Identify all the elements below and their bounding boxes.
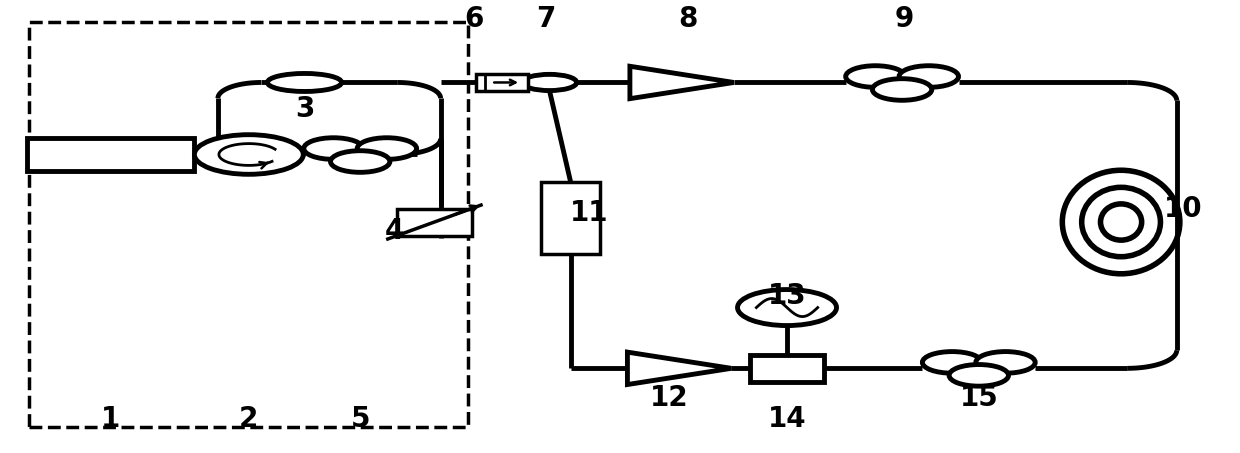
Circle shape [846, 66, 905, 87]
Text: 13: 13 [768, 282, 806, 310]
Ellipse shape [268, 73, 342, 92]
Text: 5: 5 [351, 405, 370, 433]
Text: 14: 14 [768, 405, 806, 433]
Circle shape [873, 79, 931, 100]
Text: 4: 4 [386, 217, 404, 245]
Bar [541, 182, 600, 254]
Circle shape [899, 66, 959, 87]
Circle shape [331, 151, 389, 172]
Circle shape [195, 135, 304, 174]
Circle shape [357, 138, 417, 159]
Circle shape [304, 138, 363, 159]
Polygon shape [630, 66, 734, 99]
Text: 3: 3 [295, 96, 314, 124]
Bar [397, 208, 471, 236]
Text: 6: 6 [464, 5, 484, 34]
Text: 10: 10 [1163, 194, 1203, 222]
Text: 9: 9 [895, 5, 914, 34]
Bar [750, 355, 825, 382]
Bar [29, 22, 467, 427]
Circle shape [923, 352, 982, 373]
Text: 15: 15 [960, 385, 998, 413]
Bar [476, 74, 528, 91]
Bar [27, 138, 193, 171]
Text: 7: 7 [536, 5, 556, 34]
Ellipse shape [522, 74, 577, 91]
Text: 2: 2 [239, 405, 258, 433]
Text: 8: 8 [678, 5, 698, 34]
Text: 11: 11 [570, 199, 609, 227]
Circle shape [976, 352, 1035, 373]
Text: 12: 12 [650, 385, 688, 413]
Polygon shape [627, 352, 732, 385]
Text: 1: 1 [100, 405, 120, 433]
Circle shape [949, 365, 1008, 386]
Circle shape [738, 289, 837, 326]
